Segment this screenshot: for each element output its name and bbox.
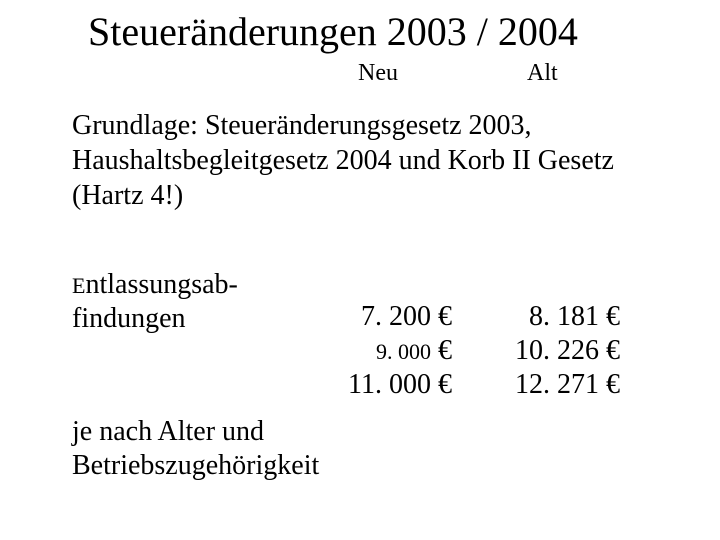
values-alt: 8. 181 € 10. 226 € 12. 271 € (490, 300, 620, 402)
values-neu: 7. 200 € 9. 000 € 11. 000 € (322, 300, 452, 402)
footnote-line-1: je nach Alter und (72, 416, 264, 447)
label-prefix: E (72, 273, 85, 298)
neu-value-1: 7. 200 € (322, 300, 452, 334)
section-footnote: je nach Alter und Betriebszugehörigkeit (72, 415, 352, 482)
label-rest-1: ntlassungsab- (85, 269, 237, 300)
slide: Steueränderungen 2003 / 2004 Neu Alt Gru… (0, 0, 720, 540)
alt-value-3: 12. 271 € (490, 368, 620, 402)
alt-value-2: 10. 226 € (490, 334, 620, 368)
section-label: Entlassungsab- findungen (72, 268, 332, 335)
label-line-2: findungen (72, 303, 186, 334)
intro-paragraph: Grundlage: Steueränderungsgesetz 2003, H… (72, 108, 652, 213)
neu-value-2-num: 9. 000 (376, 339, 431, 364)
page-title: Steueränderungen 2003 / 2004 (88, 10, 578, 54)
neu-value-2-cur: € (431, 335, 452, 366)
neu-value-3: 11. 000 € (322, 368, 452, 402)
alt-value-1: 8. 181 € (490, 300, 620, 334)
neu-value-2: 9. 000 € (322, 334, 452, 368)
footnote-line-2: Betriebszugehörigkeit (72, 450, 319, 481)
column-header-alt: Alt (527, 60, 558, 87)
column-header-neu: Neu (358, 60, 398, 87)
